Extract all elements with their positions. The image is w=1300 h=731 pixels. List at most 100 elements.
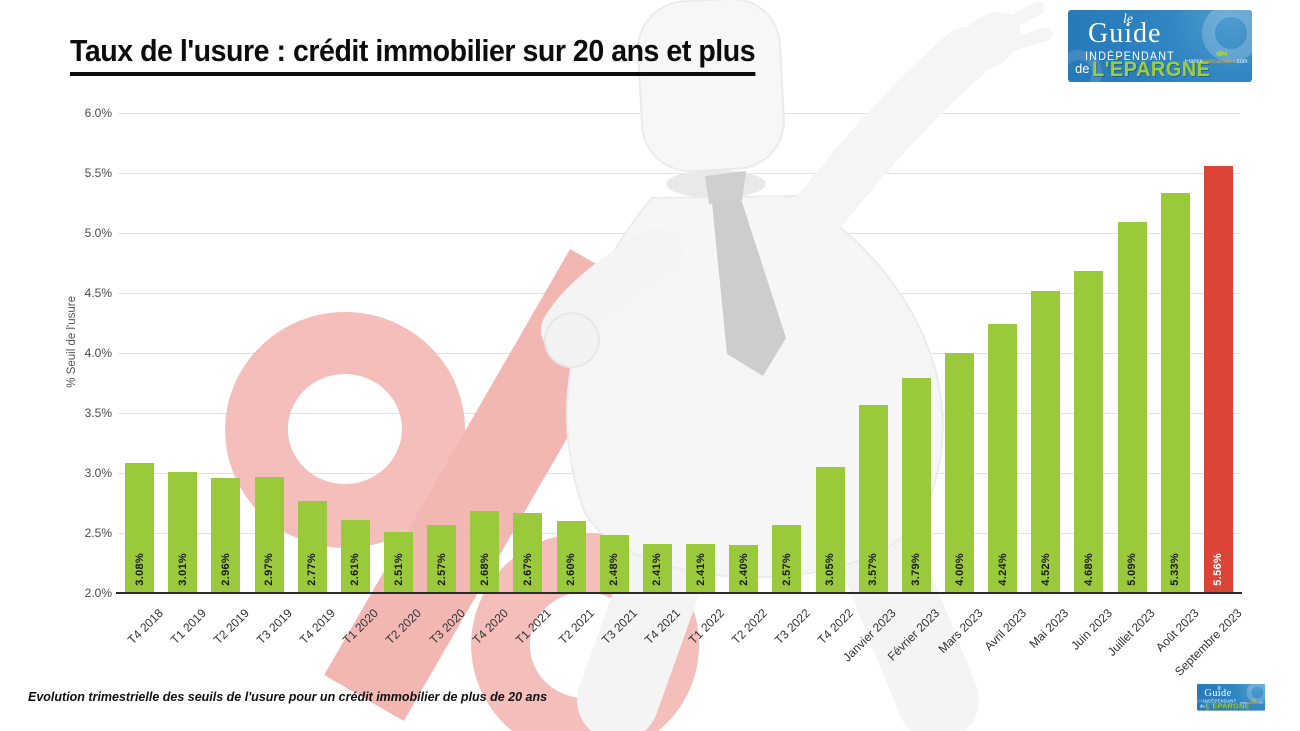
x-axis-label: T4 2021 [642, 606, 684, 648]
bar-value-label: 3.57% [867, 553, 880, 586]
bar-value-label: 5.09% [1126, 553, 1139, 586]
bar-value-label: 2.96% [219, 553, 232, 586]
y-tick-label: 2.5% [84, 526, 112, 540]
bar: 5.56% [1203, 165, 1233, 593]
logo-site-url: FranceTransactions.com [1240, 702, 1263, 704]
bar: 2.41% [686, 543, 716, 593]
bar-value-label: 2.41% [651, 553, 664, 586]
logo-ring-decoration [1068, 50, 1102, 82]
x-axis-label: T2 2020 [383, 606, 425, 648]
bar-value-label: 5.33% [1169, 553, 1182, 586]
bar-value-label: 2.61% [349, 553, 362, 586]
logo-word-guide: Guide [1088, 18, 1162, 49]
x-axis-label: T1 2022 [685, 606, 727, 648]
logo-site-prefix: France [1240, 702, 1247, 705]
page-title: Taux de l'usure : crédit immobilier sur … [70, 33, 756, 76]
logo-site-suffix: .com [1235, 59, 1248, 65]
y-tick-label: 3.0% [84, 466, 112, 480]
x-axis-label: T2 2019 [210, 606, 252, 648]
bar: 3.08% [125, 463, 155, 593]
logo-word-epargne: L'ÉPARGNE [1092, 58, 1211, 81]
bar-value-label: 2.97% [263, 553, 276, 586]
bar: 4.00% [945, 353, 974, 593]
x-axis-label: T4 2018 [124, 606, 166, 648]
y-tick-label: 4.5% [84, 286, 112, 300]
bar: 2.68% [470, 511, 500, 593]
bar: 2.51% [384, 531, 413, 593]
y-axis-title: % Seuil de l'usure [66, 296, 78, 388]
bars-layer: 3.08% 3.01% 2.96% 2.97% 2.77% 2.61% 2.51% 2.57%… [118, 113, 1240, 593]
logo-site-prefix: France [1185, 59, 1203, 65]
bar-value-label: 3.05% [824, 553, 837, 586]
bar: 2.48% [599, 535, 629, 593]
x-axis-label: T2 2021 [555, 606, 598, 648]
x-axis-labels: T4 2018 T1 2019 T2 2019 T3 2019 T4 2019 T1 20… [118, 596, 1244, 696]
bar-value-label: 4.52% [1039, 553, 1052, 586]
bar-value-label: 2.60% [565, 553, 578, 586]
bar-value-label: 2.68% [478, 553, 491, 586]
logo-site-mid: Transactions [1246, 702, 1259, 705]
bar-value-label: 3.08% [133, 553, 146, 586]
bar: 2.96% [211, 477, 241, 593]
x-axis-label: Mai 2023 [1026, 606, 1072, 651]
logo-word-independant: INDÉPENDANT [1203, 699, 1237, 704]
bar-value-label: 4.00% [953, 553, 966, 586]
brand-logo-small: le Guide INDÉPENDANT FranceTransactions.… [1197, 684, 1266, 711]
x-axis-label: T4 2022 [814, 606, 856, 648]
logo-word-le: le [1123, 12, 1134, 27]
x-axis-label: T1 2019 [167, 606, 209, 648]
bar-value-label: 2.41% [694, 553, 707, 586]
y-axis-ticks: 6.0% 5.5% 5.0% 4.5% 4.0% 3.5% 3.0% 2.5% 2.0% [56, 106, 112, 600]
bar: 2.41% [642, 543, 672, 593]
brand-logo: le Guide INDÉPENDANT FranceTransactions.… [1068, 10, 1252, 82]
footer-caption: Evolution trimestrielle des seuils de l'… [28, 690, 548, 704]
logo-word-guide: Guide [1204, 686, 1232, 699]
bar: 2.40% [729, 545, 759, 593]
bar: 4.52% [1031, 290, 1061, 593]
logo-site-url: FranceTransactions.com [1185, 59, 1248, 65]
bar: 2.77% [297, 500, 327, 593]
y-tick-label: 5.0% [84, 226, 112, 240]
x-axis-label: T4 2020 [469, 606, 511, 648]
logo-site-suffix: .com [1258, 702, 1264, 705]
x-axis-label: T3 2021 [599, 606, 641, 648]
logo-word-le: le [1217, 684, 1222, 691]
bar: 3.57% [858, 404, 888, 593]
y-tick-label: 4.0% [84, 346, 112, 360]
x-axis-label: Mars 2023 [935, 606, 986, 656]
bar-value-label: 2.40% [737, 553, 750, 586]
x-axis-label: T2 2022 [728, 606, 770, 648]
x-axis-label: Avril 2023 [981, 606, 1029, 654]
logo-ring-decoration [1197, 698, 1210, 711]
x-axis-label: T3 2019 [253, 606, 295, 648]
y-tick-label: 3.5% [84, 406, 112, 420]
logo-word-de: de [1199, 702, 1205, 709]
y-tick-label: 2.0% [84, 586, 112, 600]
bar: 4.24% [988, 324, 1018, 593]
bar-value-label: 3.79% [910, 553, 923, 586]
bar-value-label: 2.48% [608, 553, 621, 586]
y-tick-label: 6.0% [84, 106, 112, 120]
bar: 3.01% [168, 471, 198, 593]
bar: 4.68% [1074, 271, 1104, 593]
bar-value-label: 5.56% [1212, 553, 1225, 586]
x-axis-label: T1 2021 [512, 606, 554, 648]
bar: 2.57% [427, 524, 457, 593]
bar: 5.33% [1160, 193, 1190, 593]
x-axis-label: T3 2022 [771, 606, 813, 648]
bar: 2.60% [556, 521, 586, 593]
bar-value-label: 2.51% [392, 553, 405, 586]
bar: 5.09% [1117, 222, 1147, 593]
bar-value-label: 4.68% [1082, 553, 1095, 586]
x-axis-label: T3 2020 [426, 606, 468, 648]
bar-value-label: 2.77% [306, 553, 319, 586]
logo-site-mid: Transactions [1202, 59, 1236, 65]
bar-value-label: 2.67% [521, 553, 534, 586]
x-axis-line [116, 592, 1242, 594]
logo-word-epargne: L'ÉPARGNE [1205, 701, 1250, 711]
fish-icon [1216, 50, 1227, 57]
bar-value-label: 2.57% [435, 553, 448, 586]
fish-icon [1251, 699, 1256, 702]
y-tick-label: 5.5% [84, 166, 112, 180]
